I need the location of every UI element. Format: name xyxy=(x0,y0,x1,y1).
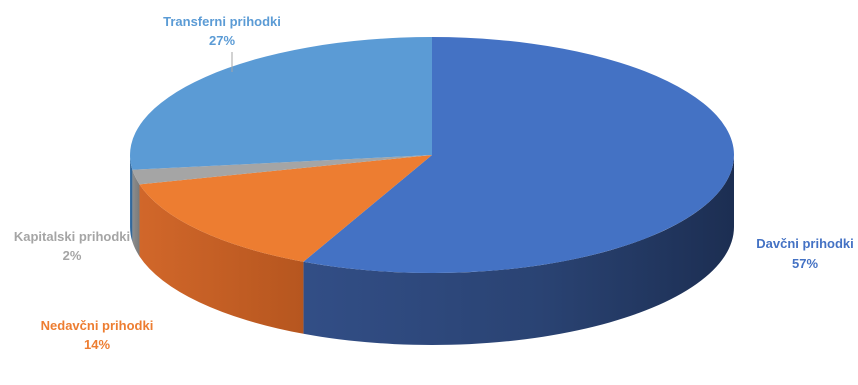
slice-kapitalski-prihodki xyxy=(132,155,433,185)
slice-side-nedavcni-prihodki xyxy=(139,184,304,334)
slice-davcni-prihodki xyxy=(303,37,734,273)
slice-side-davcni-prihodki xyxy=(303,155,734,345)
slice-value-davcni: 57% xyxy=(792,256,818,271)
slice-value-transferni: 27% xyxy=(209,33,235,48)
slice-side-kapitalski-prihodki xyxy=(132,169,140,257)
slice-label-transferni: Transferni prihodki xyxy=(163,14,281,29)
slice-label-kapitalski: Kapitalski prihodki xyxy=(14,229,130,244)
slice-label-davcni: Davčni prihodki xyxy=(756,236,854,251)
slice-side-transferni-prihodki xyxy=(130,155,133,242)
slice-value-nedavcni: 14% xyxy=(84,337,110,352)
slice-nedavcni-prihodki xyxy=(139,155,432,262)
slice-value-kapitalski: 2% xyxy=(63,248,82,263)
slice-label-nedavcni: Nedavčni prihodki xyxy=(41,318,154,333)
slice-transferni-prihodki xyxy=(130,37,432,170)
